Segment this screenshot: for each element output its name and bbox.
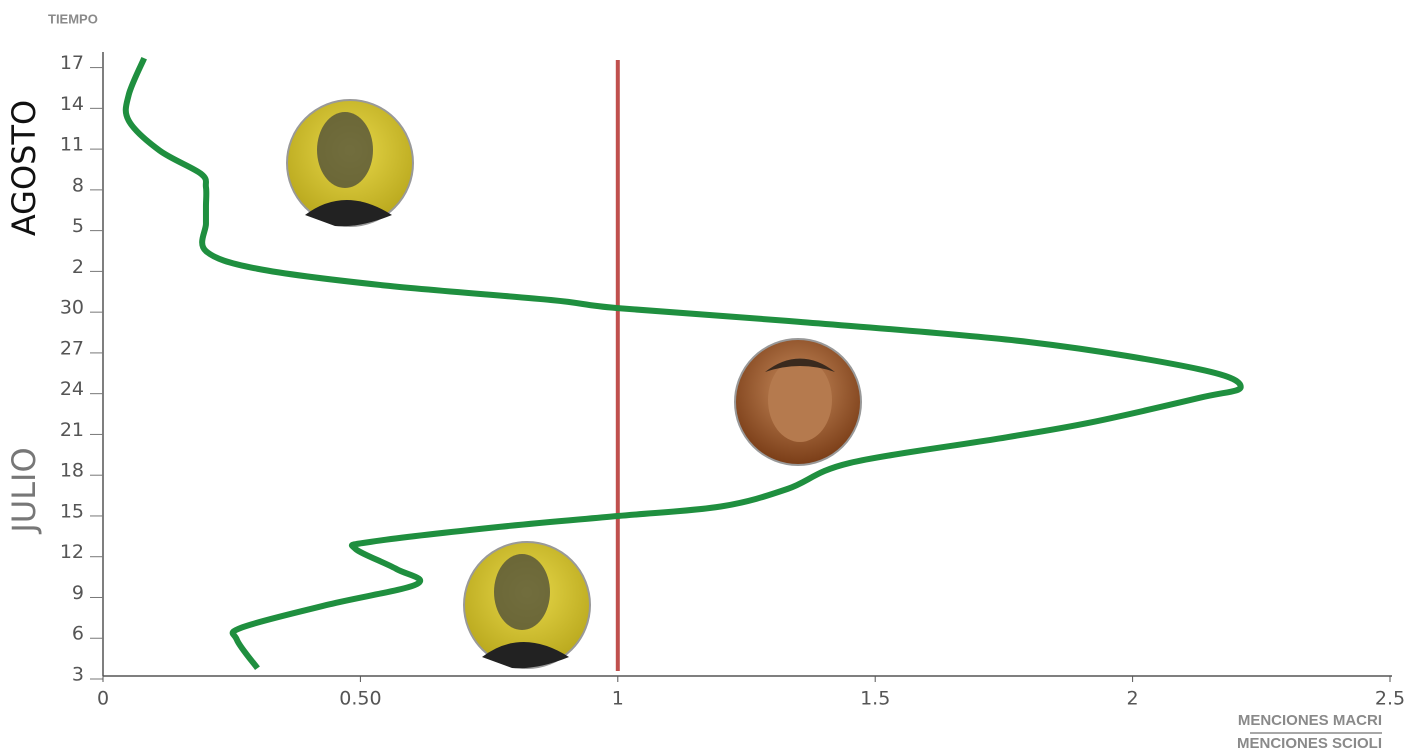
x-tick-label: 1.5 xyxy=(860,688,890,710)
y-tick-label: 5 xyxy=(72,215,84,237)
x-tick-label: 0 xyxy=(97,688,109,710)
y-tick-label: 12 xyxy=(60,541,84,563)
y-axis-label: TIEMPO xyxy=(48,11,98,26)
y-tick-label: 21 xyxy=(60,419,84,441)
y-tick-label: 18 xyxy=(60,460,84,482)
x-axis-label: MENCIONES MACRI xyxy=(1238,712,1382,729)
y-tick-label: 6 xyxy=(72,623,84,645)
photo xyxy=(734,338,862,466)
photo xyxy=(286,99,414,227)
y-tick-label: 8 xyxy=(72,174,84,196)
y-tick-label: 3 xyxy=(72,664,84,686)
y-tick-label: 30 xyxy=(60,297,84,319)
month-label: JULIO xyxy=(5,447,43,534)
y-tick-label: 2 xyxy=(72,256,84,278)
month-label: AGOSTO xyxy=(5,100,43,236)
y-tick-label: 17 xyxy=(60,52,84,74)
x-tick-label: 1 xyxy=(612,688,624,710)
photo xyxy=(463,541,591,669)
y-tick-label: 9 xyxy=(72,582,84,604)
x-tick-label: 0.50 xyxy=(339,688,381,710)
data-line xyxy=(122,56,1244,671)
y-tick-label: 24 xyxy=(60,378,84,400)
y-tick-label: 27 xyxy=(60,337,84,359)
y-tick-label: 15 xyxy=(60,500,84,522)
y-tick-label: 11 xyxy=(60,134,84,156)
x-tick-label: 2.5 xyxy=(1375,688,1405,710)
x-axis-label: MENCIONES SCIOLI xyxy=(1237,735,1382,752)
y-tick-label: 14 xyxy=(60,93,84,115)
x-tick-label: 2 xyxy=(1127,688,1139,710)
